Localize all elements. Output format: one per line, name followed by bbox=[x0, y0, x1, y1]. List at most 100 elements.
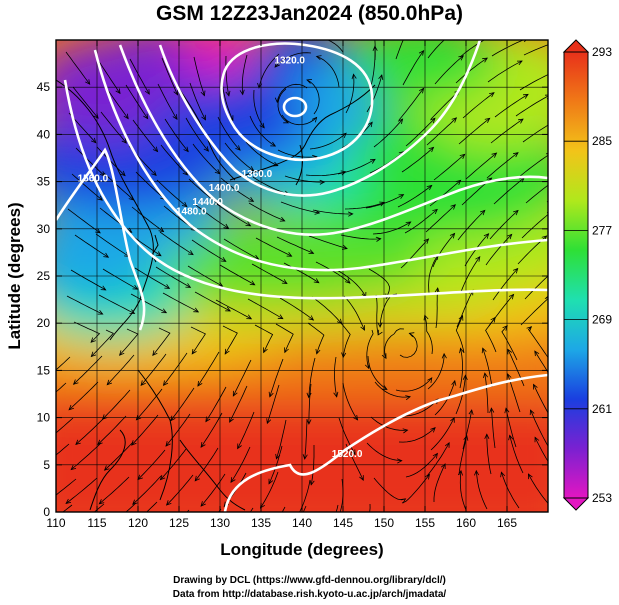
streamline bbox=[269, 358, 284, 397]
streamline bbox=[310, 445, 315, 485]
streamline-arrow bbox=[506, 233, 513, 240]
streamline-arrow bbox=[140, 380, 146, 386]
streamline-arrow bbox=[484, 117, 491, 123]
streamline bbox=[534, 350, 548, 374]
contour-1400 bbox=[118, 44, 548, 236]
streamline bbox=[102, 268, 138, 290]
streamline bbox=[200, 412, 223, 448]
colorbar-tick-label: 261 bbox=[592, 402, 612, 416]
streamline bbox=[232, 359, 252, 397]
streamline-arrow bbox=[182, 170, 189, 176]
streamline-arrow bbox=[70, 464, 77, 471]
streamline-arrow bbox=[397, 118, 404, 125]
streamline bbox=[283, 262, 320, 284]
streamline-arrow bbox=[85, 79, 91, 85]
streamline bbox=[249, 115, 276, 147]
streamline-arrow bbox=[43, 440, 48, 445]
streamline-arrow bbox=[137, 474, 143, 481]
streamline bbox=[162, 292, 199, 313]
streamline bbox=[427, 353, 445, 390]
streamline bbox=[134, 267, 170, 289]
streamline bbox=[484, 373, 489, 414]
streamline-arrow bbox=[353, 414, 359, 421]
streamline-arrow bbox=[527, 473, 533, 480]
streamline bbox=[530, 409, 548, 447]
streamline bbox=[222, 325, 238, 355]
wind-streamlines bbox=[43, 23, 556, 538]
streamline bbox=[160, 144, 188, 176]
streamline-arrow bbox=[152, 350, 158, 357]
streamline-arrow bbox=[315, 55, 322, 60]
streamline bbox=[131, 414, 159, 446]
streamline-arrow bbox=[444, 441, 450, 448]
streamline bbox=[525, 184, 548, 204]
streamline-arrow bbox=[451, 379, 457, 386]
streamline bbox=[487, 60, 523, 83]
streamline bbox=[509, 435, 524, 474]
streamline bbox=[455, 57, 488, 84]
colorbar-tick-label: 269 bbox=[592, 313, 612, 327]
streamline-arrow bbox=[482, 57, 488, 63]
streamline-arrow bbox=[432, 208, 438, 215]
streamline-arrow bbox=[502, 325, 508, 331]
streamline bbox=[104, 85, 129, 119]
streamline-arrow bbox=[308, 315, 315, 321]
streamline-arrow bbox=[504, 407, 510, 414]
streamline-arrow bbox=[381, 353, 387, 360]
streamline-arrow bbox=[158, 227, 165, 233]
y-tick-label: 15 bbox=[37, 363, 51, 377]
streamline bbox=[343, 295, 365, 331]
streamline bbox=[146, 501, 158, 512]
streamline-arrow bbox=[418, 87, 425, 94]
streamline bbox=[533, 384, 548, 414]
streamline-arrow bbox=[272, 161, 279, 167]
streamline bbox=[97, 415, 127, 445]
streamline bbox=[493, 177, 525, 205]
streamline bbox=[93, 503, 105, 512]
streamline bbox=[527, 326, 548, 359]
streamline-arrow bbox=[449, 232, 456, 239]
colorbar-tick-label: 293 bbox=[592, 45, 612, 59]
streamline bbox=[103, 172, 134, 201]
contour-1520 bbox=[223, 373, 548, 512]
streamline-arrow bbox=[268, 478, 274, 485]
streamline-arrow bbox=[308, 249, 315, 254]
streamline-arrow bbox=[308, 35, 313, 39]
streamline bbox=[70, 269, 106, 291]
footer-credit-data: Data from http://database.rish.kyoto-u.a… bbox=[172, 589, 447, 600]
streamline-arrow bbox=[484, 433, 490, 439]
streamline-arrow bbox=[344, 278, 351, 284]
streamline-arrow bbox=[161, 308, 168, 314]
streamline bbox=[462, 92, 495, 119]
streamline-arrow bbox=[405, 395, 411, 401]
map-plot-area: 1320.01360.01400.01440.01480.01560.01520… bbox=[5, 23, 556, 559]
streamline-arrow bbox=[550, 71, 555, 75]
streamline-arrow bbox=[350, 449, 356, 456]
streamline-arrow bbox=[129, 309, 136, 314]
streamline bbox=[131, 206, 164, 232]
streamline-arrow bbox=[475, 256, 481, 262]
streamline bbox=[342, 382, 358, 421]
streamline-arrow bbox=[132, 499, 138, 505]
streamline bbox=[194, 291, 231, 312]
streamline bbox=[91, 329, 114, 357]
streamline bbox=[433, 463, 446, 502]
y-tick-label: 30 bbox=[37, 222, 51, 236]
contour-label: 1440.0 bbox=[192, 197, 223, 208]
streamline-arrow bbox=[160, 533, 165, 538]
streamline-arrow bbox=[230, 477, 236, 483]
colorbar-scale bbox=[563, 51, 589, 499]
streamline-arrow bbox=[408, 23, 413, 28]
x-tick-label: 160 bbox=[456, 516, 476, 530]
streamline bbox=[311, 296, 342, 324]
streamline-arrow bbox=[229, 416, 234, 423]
streamline-arrow bbox=[481, 347, 487, 354]
streamline bbox=[309, 132, 347, 150]
streamline-arrow bbox=[165, 500, 172, 506]
streamline bbox=[106, 354, 135, 385]
streamline-arrow bbox=[483, 233, 490, 239]
streamline bbox=[432, 233, 455, 268]
streamline bbox=[277, 88, 289, 124]
streamline-arrow bbox=[359, 475, 364, 481]
streamline-arrow bbox=[551, 120, 556, 124]
